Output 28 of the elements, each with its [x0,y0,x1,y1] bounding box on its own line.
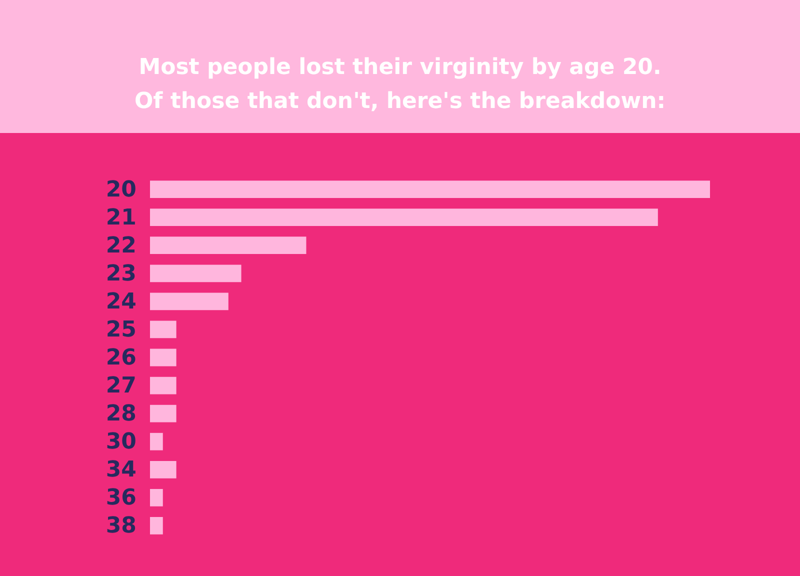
y-tick-label: 26 [106,346,136,370]
bar [150,460,176,478]
y-tick-label: 27 [106,374,136,399]
bar [150,180,710,198]
bar [150,208,658,226]
y-tick-label: 23 [106,261,136,286]
bar [150,488,163,506]
bar [150,404,176,422]
bar [150,320,176,338]
bar [150,432,163,450]
chart-title: Most people lost their virginity by age 20. [138,55,662,80]
y-tick-label: 36 [106,486,136,511]
y-tick-label: 24 [106,289,136,314]
chart-subtitle: Of those that don't, here's the breakdown: [134,89,666,114]
bar [150,517,163,534]
y-tick-label: 38 [106,514,136,539]
bar [150,236,306,254]
y-tick-label: 20 [106,177,136,202]
y-tick-label: 30 [106,430,136,455]
bar [150,292,228,310]
y-tick-label: 21 [106,205,136,230]
bar [150,348,176,366]
y-tick-label: 28 [106,402,136,427]
y-tick-label: 25 [106,317,136,342]
bar [150,264,242,282]
y-tick-label: 22 [106,233,136,258]
bar [150,376,176,394]
y-tick-label: 34 [106,458,136,483]
